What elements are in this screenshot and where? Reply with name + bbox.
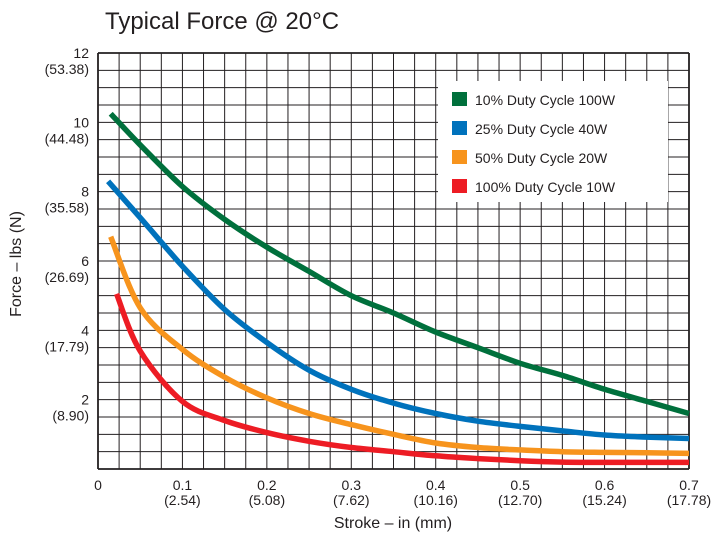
x-axis-ticks: 0 0.1(2.54) 0.2(5.08) 0.3(7.62) 0.4(10.16) 0.…	[94, 477, 711, 508]
x-tick-label: 0.5	[510, 477, 530, 493]
legend-box	[438, 81, 668, 202]
series-line-2	[106, 179, 690, 442]
y-tick-sublabel: (53.38)	[45, 61, 89, 77]
x-tick-label: 0.7	[679, 477, 699, 493]
legend-label-1: 10% Duty Cycle 100W	[475, 92, 616, 108]
y-tick-label: 4	[81, 322, 89, 338]
x-tick-sublabel: (5.08)	[249, 492, 286, 508]
legend-swatch-4	[452, 179, 467, 193]
x-tick-label: 0.4	[426, 477, 446, 493]
x-tick-sublabel: (15.24)	[582, 492, 626, 508]
x-tick-sublabel: (2.54)	[164, 492, 201, 508]
x-tick-label: 0.2	[257, 477, 277, 493]
y-tick-label: 8	[81, 184, 89, 200]
x-axis-label: Stroke – in (mm)	[334, 515, 452, 532]
series-line-1	[108, 111, 690, 417]
series-line-4	[114, 292, 689, 466]
series-lines	[106, 111, 690, 466]
legend-swatch-3	[452, 150, 467, 164]
x-tick-sublabel: (7.62)	[333, 492, 370, 508]
y-tick-sublabel: (8.90)	[52, 408, 89, 424]
x-tick-label: 0	[94, 477, 102, 493]
legend-label-4: 100% Duty Cycle 10W	[475, 179, 616, 195]
y-tick-sublabel: (35.58)	[45, 200, 89, 216]
y-tick-label: 10	[73, 114, 89, 130]
legend: 10% Duty Cycle 100W 25% Duty Cycle 40W 50%…	[438, 81, 668, 202]
y-axis-ticks: 2(8.90) 4(17.79) 6(26.69) 8(35.58) 10(44.48)…	[45, 45, 90, 424]
series-line-3	[108, 235, 690, 457]
legend-label-3: 50% Duty Cycle 20W	[475, 150, 608, 166]
y-tick-sublabel: (26.69)	[45, 269, 89, 285]
x-tick-sublabel: (17.78)	[667, 492, 711, 508]
y-axis-label: Force – lbs (N)	[8, 211, 25, 317]
y-tick-label: 2	[81, 392, 89, 408]
x-tick-sublabel: (10.16)	[414, 492, 458, 508]
y-tick-sublabel: (44.48)	[45, 130, 89, 146]
y-tick-sublabel: (17.79)	[45, 338, 89, 354]
legend-swatch-1	[452, 92, 467, 106]
x-tick-label: 0.6	[595, 477, 615, 493]
chart-title: Typical Force @ 20°C	[105, 8, 339, 35]
x-tick-label: 0.1	[173, 477, 193, 493]
y-tick-label: 12	[73, 45, 89, 61]
legend-swatch-2	[452, 121, 467, 135]
x-tick-sublabel: (12.70)	[498, 492, 542, 508]
y-tick-label: 6	[81, 253, 89, 269]
x-tick-label: 0.3	[342, 477, 362, 493]
legend-label-2: 25% Duty Cycle 40W	[475, 121, 608, 137]
